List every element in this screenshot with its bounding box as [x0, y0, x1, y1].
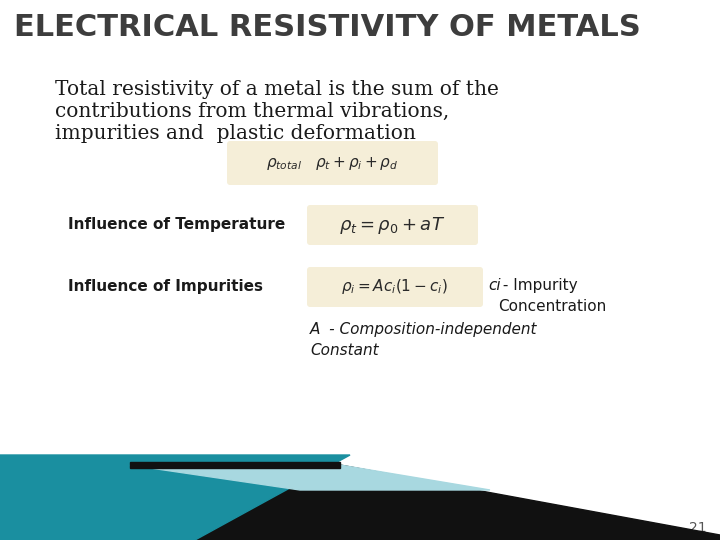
Text: Influence of Temperature: Influence of Temperature — [68, 218, 285, 233]
Text: Total resistivity of a metal is the sum of the: Total resistivity of a metal is the sum … — [55, 80, 499, 99]
Text: Influence of Impurities: Influence of Impurities — [68, 280, 263, 294]
Text: ELECTRICAL RESISTIVITY OF METALS: ELECTRICAL RESISTIVITY OF METALS — [14, 13, 641, 42]
Text: ci: ci — [488, 278, 500, 293]
Polygon shape — [0, 455, 350, 540]
FancyBboxPatch shape — [307, 267, 483, 307]
Polygon shape — [130, 465, 490, 490]
Text: $\rho_t = \rho_0 + aT$: $\rho_t = \rho_0 + aT$ — [339, 214, 445, 235]
Polygon shape — [0, 465, 720, 540]
Text: A  - Composition-independent
Constant: A - Composition-independent Constant — [310, 322, 538, 358]
Text: impurities and  plastic deformation: impurities and plastic deformation — [55, 124, 416, 143]
FancyBboxPatch shape — [227, 141, 438, 185]
Text: contributions from thermal vibrations,: contributions from thermal vibrations, — [55, 102, 449, 121]
Text: - Impurity
Concentration: - Impurity Concentration — [498, 278, 606, 314]
Text: $\rho_i = Ac_i(1 - c_i)$: $\rho_i = Ac_i(1 - c_i)$ — [341, 278, 447, 296]
Polygon shape — [130, 462, 340, 468]
FancyBboxPatch shape — [307, 205, 478, 245]
Text: 21: 21 — [689, 521, 707, 535]
Text: $\rho_{total}$   $\rho_t + \rho_i + \rho_d$: $\rho_{total}$ $\rho_t + \rho_i + \rho_d… — [266, 154, 398, 172]
